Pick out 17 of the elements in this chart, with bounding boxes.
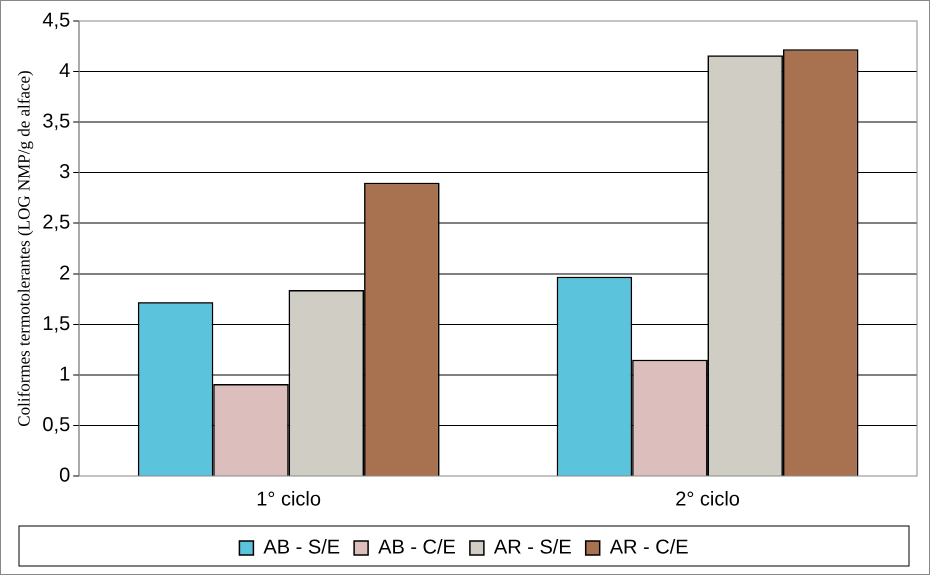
legend-label: AB - S/E [263,536,340,559]
y-tick-label: 3 [59,161,70,184]
y-tick-label: 4,5 [42,10,70,32]
y-tick-label: 4 [59,60,70,82]
legend-label: AB - C/E [378,536,456,559]
legend-label: AR - C/E [610,536,689,559]
y-tick-label: 0,5 [42,414,70,436]
y-tick-label: 0 [59,464,70,487]
y-tick-label: 1,5 [42,312,70,335]
y-axis-title: Coliformes termotolerantes (LOG NMP/g de alface) [14,70,34,427]
y-tick-label: 3,5 [42,110,70,133]
y-tick-label: 2,5 [42,212,70,234]
x-tick-label: 1° ciclo [256,488,321,511]
y-tick-label: 2 [59,262,70,284]
x-tick-label: 2° ciclo [675,488,740,511]
legend-label: AR - S/E [494,536,572,559]
y-tick-label: 1 [59,363,70,386]
